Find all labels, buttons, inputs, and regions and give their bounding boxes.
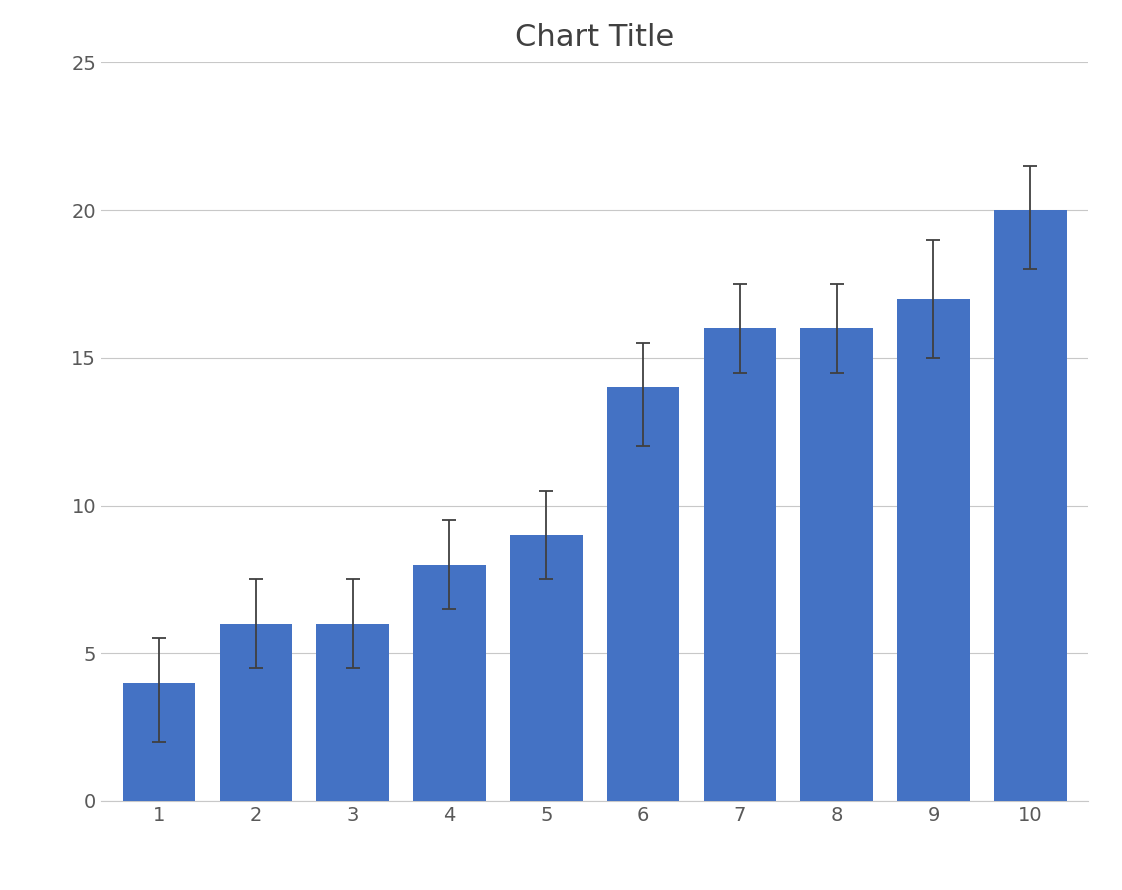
Bar <box>898 299 969 801</box>
Bar <box>607 387 679 801</box>
Bar <box>220 624 292 801</box>
Bar <box>800 328 873 801</box>
Bar <box>122 683 195 801</box>
Bar <box>413 564 486 801</box>
Bar <box>703 328 776 801</box>
Bar <box>511 535 582 801</box>
Bar <box>316 624 389 801</box>
Bar <box>994 210 1067 801</box>
Title: Chart Title: Chart Title <box>515 22 674 52</box>
